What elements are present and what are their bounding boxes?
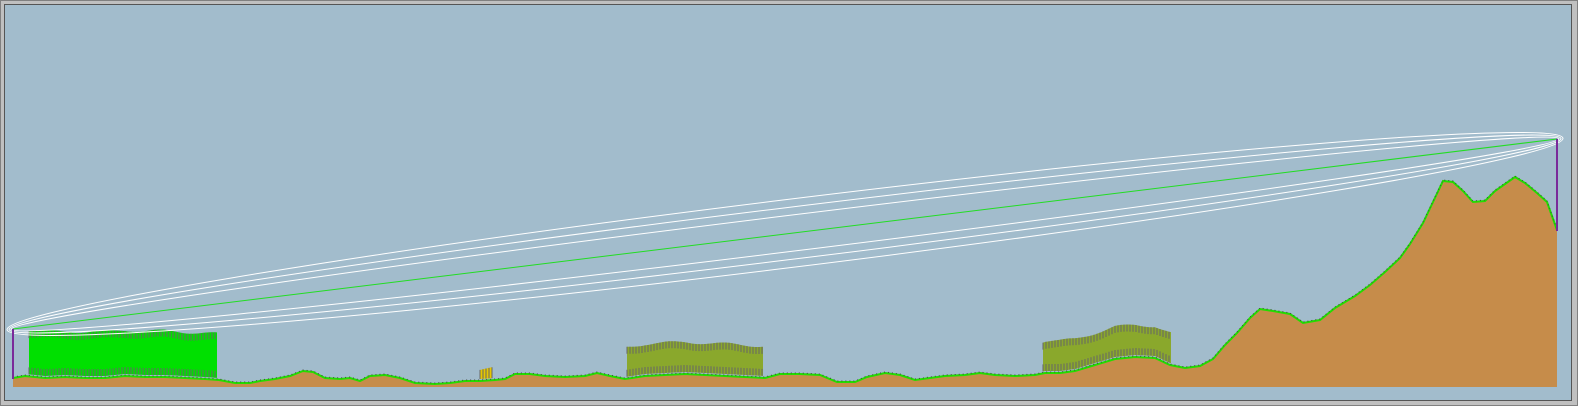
clutter-block-2 xyxy=(626,341,763,377)
ground-line xyxy=(12,175,1558,386)
fresnel-zones xyxy=(6,131,1564,337)
fresnel-zone-3 xyxy=(6,131,1564,337)
profile-panel xyxy=(4,4,1572,401)
fresnel-zone-2 xyxy=(8,134,1562,334)
clutter-block-4 xyxy=(479,367,493,379)
fresnel-zone-1 xyxy=(10,136,1560,332)
clutter-layer xyxy=(28,324,1171,379)
profile-canvas xyxy=(6,131,1564,387)
line-of-sight xyxy=(12,138,1558,330)
terrain-area xyxy=(13,177,1557,387)
clutter-block-3 xyxy=(1042,324,1171,372)
clutter-block-1 xyxy=(28,329,217,378)
terrain-crest-markers xyxy=(12,175,1558,384)
